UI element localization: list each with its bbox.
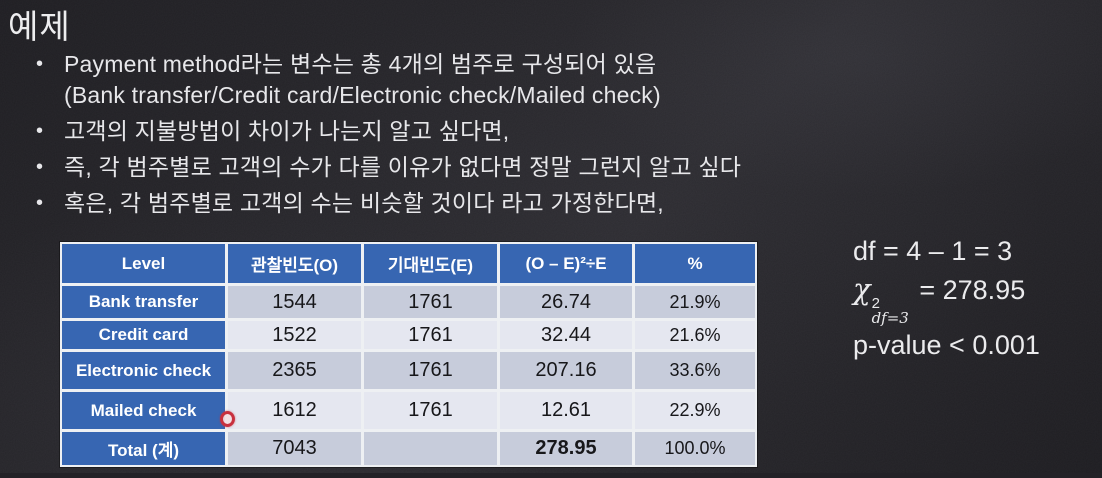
page-title: 예제 (8, 8, 71, 45)
table-cell: 21.6% (635, 321, 755, 349)
chi-square-equation: χ 2 df=3 = 278.95 (853, 270, 1040, 326)
bullet-line: 즉, 각 범주별로 고객의 수가 다를 이유가 없다면 정말 그런지 알고 싶다 (64, 154, 742, 180)
row-label: Mailed check (62, 392, 225, 429)
chi-square-stats: df = 4 – 1 = 3 χ 2 df=3 = 278.95 p-value <… (853, 232, 1040, 364)
row-label: Credit card (62, 321, 225, 349)
row-label: Bank transfer (62, 286, 225, 318)
row-label: Electronic check (62, 352, 225, 389)
bullet-item: • 혹은, 각 범주별로 고객의 수는 비슷할 것이다 라고 가정한다면, (30, 187, 890, 219)
chi-exponent: 2 (871, 295, 880, 312)
table-cell: 207.16 (500, 352, 632, 389)
table-cell: 21.9% (635, 286, 755, 318)
bullet-icon: • (36, 192, 44, 214)
column-header-observed: 관찰빈도(O) (228, 244, 361, 283)
bullet-line: 혹은, 각 범주별로 고객의 수는 비슷할 것이다 라고 가정한다면, (64, 190, 664, 216)
bullet-item: • 고객의 지불방법이 차이가 나는지 알고 싶다면, (30, 115, 890, 147)
bullet-list: • Payment method라는 변수는 총 4개의 범주로 구성되어 있음… (30, 48, 890, 223)
bullet-icon: • (36, 156, 44, 178)
bullet-continuation: (Bank transfer/Credit card/Electronic ch… (64, 82, 661, 108)
table-cell: 1761 (364, 286, 497, 318)
bullet-text: Payment method라는 변수는 총 4개의 범주로 구성되어 있음 (… (64, 48, 661, 111)
bullet-icon: • (36, 53, 44, 75)
table-cell: 1544 (228, 286, 361, 318)
column-header-expected: 기대빈도(E) (364, 244, 497, 283)
p-value: p-value < 0.001 (853, 330, 1040, 360)
row-label-total: Total (계) (62, 432, 225, 465)
bullet-item: • 즉, 각 범주별로 고객의 수가 다를 이유가 없다면 정말 그런지 알고 … (30, 151, 890, 183)
table-cell: 1612 (228, 392, 361, 429)
bullet-icon: • (36, 120, 44, 142)
table-cell: 1522 (228, 321, 361, 349)
table-cell: 26.74 (500, 286, 632, 318)
table-cell: 32.44 (500, 321, 632, 349)
bullet-item: • Payment method라는 변수는 총 4개의 범주로 구성되어 있음… (30, 48, 890, 111)
frequency-table: Level 관찰빈도(O) 기대빈도(E) (O – E)²÷E % Bank … (60, 242, 757, 467)
chi-value: = 278.95 (919, 275, 1026, 305)
table-cell: 2365 (228, 352, 361, 389)
column-header-chisq: (O – E)²÷E (500, 244, 632, 283)
bullet-line: Payment method라는 변수는 총 4개의 범주로 구성되어 있음 (64, 51, 657, 77)
chi-subscript: df=3 (871, 309, 909, 327)
table-cell: 12.61 (500, 392, 632, 429)
table-cell: 1761 (364, 321, 497, 349)
table-cell: 1761 (364, 392, 497, 429)
table-cell: 33.6% (635, 352, 755, 389)
table-cell: 22.9% (635, 392, 755, 429)
column-header-level: Level (62, 244, 225, 283)
table-cell: 1761 (364, 352, 497, 389)
bullet-line: 고객의 지불방법이 차이가 나는지 알고 싶다면, (64, 118, 510, 144)
chi-symbol: χ (853, 272, 871, 306)
table-cell: 100.0% (635, 432, 755, 465)
column-header-percent: % (635, 244, 755, 283)
table-cell: 7043 (228, 432, 361, 465)
table-cell-chisq-total: 278.95 (500, 432, 632, 465)
pointer-ring-annotation (220, 411, 235, 427)
df-equation: df = 4 – 1 = 3 (853, 236, 1013, 266)
table-cell (364, 432, 497, 465)
